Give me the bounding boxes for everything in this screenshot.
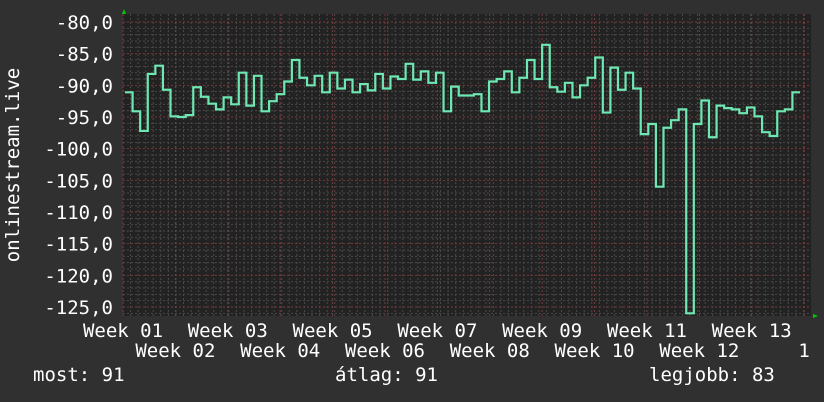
y-tick-label: -105,0 — [44, 170, 113, 192]
x-tick-label: Week 04 — [240, 340, 320, 362]
y-tick-label: -100,0 — [44, 139, 113, 161]
x-axis-arrow-icon — [813, 314, 818, 318]
y-tick-label: -120,0 — [44, 265, 113, 287]
y-axis-label: onlinestream.live — [2, 68, 24, 262]
x-tick-label: Week 05 — [293, 320, 373, 342]
y-tick-label: -110,0 — [44, 202, 113, 224]
series-line — [125, 43, 800, 315]
current-value: most: 91 — [33, 364, 125, 386]
x-tick-label: Week 03 — [188, 320, 268, 342]
y-tick-label: -115,0 — [44, 234, 113, 256]
y-tick-label: -80,0 — [56, 12, 113, 34]
average-value: átlag: 91 — [335, 364, 438, 386]
x-tick-label: Week 13 — [712, 320, 792, 342]
x-tick-label: Week 09 — [502, 320, 582, 342]
y-tick-label: -95,0 — [56, 107, 113, 129]
y-axis: -80,0 -85,0 -90,0 -95,0 -100,0 -105,0 -110,0 -1… — [44, 12, 113, 319]
x-tick-label: Week 10 — [555, 340, 635, 362]
x-tick-label: 1 — [798, 340, 809, 362]
x-tick-label: Week 01 — [83, 320, 163, 342]
plot-area — [123, 14, 811, 316]
y-tick-label: -85,0 — [56, 44, 113, 66]
y-axis-arrow-icon — [122, 9, 126, 14]
best-value: legjobb: 83 — [649, 364, 775, 386]
y-tick-label: -90,0 — [56, 75, 113, 97]
x-tick-label: Week 02 — [135, 340, 215, 362]
x-tick-label: Week 06 — [345, 340, 425, 362]
x-tick-label: Week 07 — [397, 320, 477, 342]
x-tick-label: Week 08 — [450, 340, 530, 362]
x-tick-label: Week 12 — [659, 340, 739, 362]
x-tick-label: Week 11 — [607, 320, 687, 342]
y-tick-label: -125,0 — [44, 297, 113, 319]
